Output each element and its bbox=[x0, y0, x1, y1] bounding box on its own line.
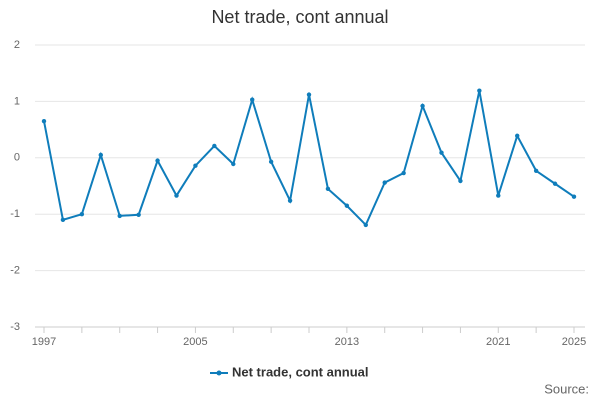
y-tick-label: 2 bbox=[14, 39, 20, 51]
y-tick-label: -3 bbox=[10, 321, 20, 333]
point bbox=[155, 158, 160, 163]
chart-title: Net trade, cont annual bbox=[211, 7, 388, 27]
point bbox=[250, 97, 255, 102]
legend-label: Net trade, cont annual bbox=[232, 364, 369, 379]
y-tick-label: -2 bbox=[10, 265, 20, 277]
x-tick-label: 2025 bbox=[562, 336, 586, 348]
source: Source: bbox=[544, 381, 589, 396]
point bbox=[268, 159, 274, 164]
point bbox=[420, 103, 425, 109]
point bbox=[458, 178, 463, 184]
point bbox=[193, 163, 198, 168]
point bbox=[439, 150, 444, 155]
legend-swatch bbox=[216, 370, 222, 376]
point bbox=[325, 186, 331, 192]
point bbox=[136, 212, 141, 217]
point bbox=[79, 212, 85, 217]
point bbox=[552, 181, 558, 186]
point bbox=[174, 193, 179, 198]
x-tick-label: 2021 bbox=[486, 336, 510, 348]
point bbox=[117, 213, 122, 219]
point bbox=[477, 88, 482, 93]
point bbox=[401, 170, 406, 176]
point bbox=[306, 92, 312, 97]
point bbox=[98, 152, 103, 158]
x-tick-label: 2013 bbox=[335, 336, 359, 348]
point bbox=[571, 194, 577, 199]
point bbox=[231, 161, 236, 167]
point bbox=[496, 193, 501, 198]
point bbox=[60, 217, 66, 223]
y-tick-label: 0 bbox=[14, 152, 20, 164]
point bbox=[287, 198, 293, 203]
point bbox=[515, 133, 520, 139]
point bbox=[382, 180, 387, 185]
point bbox=[344, 203, 350, 208]
x-tick-label: 2005 bbox=[183, 336, 207, 348]
point bbox=[533, 168, 539, 173]
point bbox=[212, 143, 217, 149]
point bbox=[363, 222, 368, 228]
y-tick-label: -1 bbox=[10, 208, 20, 220]
y-tick-label: 1 bbox=[14, 95, 20, 107]
point bbox=[41, 118, 47, 124]
x-tick-label: 1997 bbox=[32, 336, 56, 348]
